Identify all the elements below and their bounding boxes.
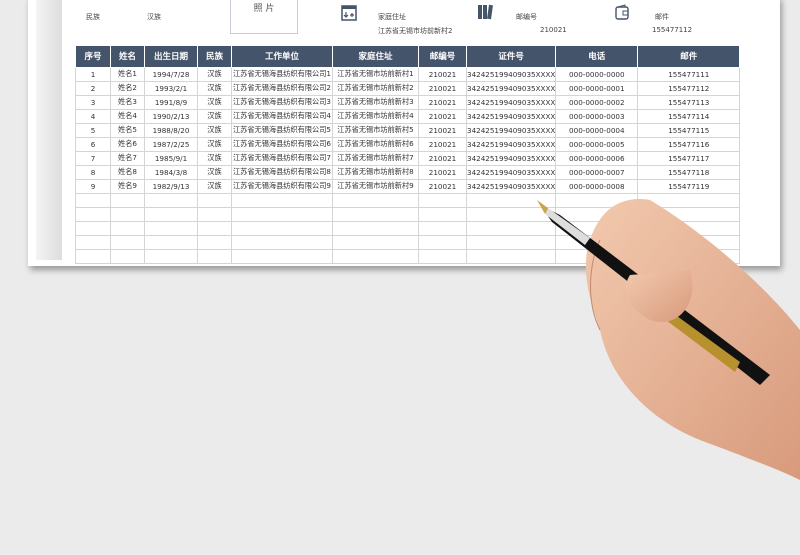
- column-header[interactable]: 电话: [555, 46, 639, 68]
- table-row: 8 姓名8 1984/3/8 汉族 江苏省无锡海县纺织有限公司8 江苏省无锡市坊前新村8 2…: [75, 164, 741, 180]
- table-row: 1 姓名1 1994/7/28 汉族 江苏省无锡海县纺织有限公司1 江苏省无锡市坊前新村1…: [75, 66, 741, 82]
- email-label: 邮件: [655, 13, 669, 21]
- table-row: 4 姓名4 1990/2/13 汉族 江苏省无锡海县纺织有限公司4 江苏省无锡市坊前新村4…: [75, 108, 741, 124]
- binders-icon: [478, 4, 493, 20]
- column-header[interactable]: 姓名: [110, 46, 145, 68]
- postcode-label: 邮编号: [516, 13, 537, 21]
- email-value: 155477112: [652, 26, 693, 34]
- column-header[interactable]: 序号: [75, 46, 111, 68]
- wallet-icon: [615, 4, 629, 20]
- address-value: 江苏省无锡市坊前新村2: [378, 27, 453, 35]
- side-panel: [36, 0, 62, 260]
- table-row: 3 姓名3 1991/8/9 汉族 江苏省无锡海县纺织有限公司3 江苏省无锡市坊前新村3 2…: [75, 94, 741, 110]
- ethnicity-label: 民族: [86, 13, 100, 21]
- address-label: 家庭住址: [378, 13, 406, 21]
- ethnicity-value: 汉族: [147, 13, 161, 21]
- table-cell[interactable]: 342425199409035XXXX: [465, 178, 557, 194]
- column-header[interactable]: 邮编号: [418, 46, 467, 68]
- column-header[interactable]: 家庭住址: [332, 46, 419, 68]
- photo-box: 照 片: [230, 0, 298, 34]
- empty-row: [75, 192, 741, 208]
- table-row: 9 姓名9 1982/9/13 汉族 江苏省无锡海县纺织有限公司9 江苏省无锡市坊前新村9…: [75, 178, 741, 194]
- column-header[interactable]: 工作单位: [231, 46, 333, 68]
- postcode-value: 210021: [540, 26, 567, 34]
- empty-row: [75, 248, 741, 264]
- address-icon: [341, 5, 357, 21]
- personnel-table: 序号 姓名 出生日期 民族 工作单位 家庭住址 邮编号 证件号 电话 邮件 1 姓名1 1994/7/…: [75, 46, 741, 264]
- table-cell[interactable]: 155477117: [637, 150, 741, 166]
- table-cell[interactable]: [465, 248, 557, 264]
- column-header[interactable]: 民族: [197, 46, 232, 68]
